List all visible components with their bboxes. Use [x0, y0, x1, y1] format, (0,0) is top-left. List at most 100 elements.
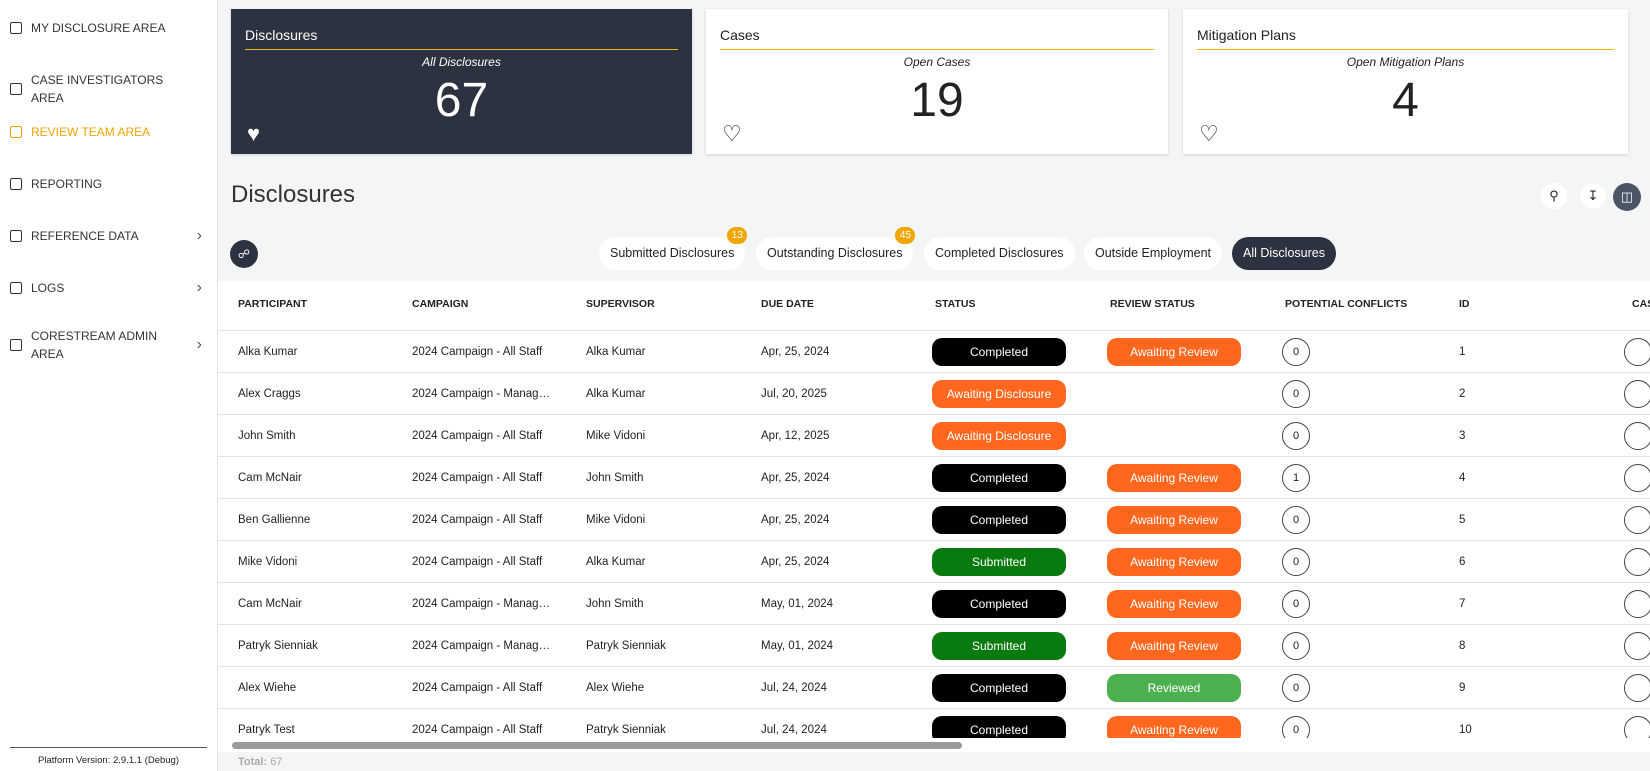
summary-card[interactable]: Cases Open Cases 19 ♡ [706, 9, 1168, 154]
summary-card[interactable]: Mitigation Plans Open Mitigation Plans 4 ♡ [1183, 9, 1628, 154]
cell-supervisor: John Smith [586, 472, 644, 484]
scroll-thumb[interactable] [232, 742, 962, 749]
cell-due-date: Apr, 12, 2025 [761, 430, 830, 442]
column-header[interactable]: CAMPAIGN [412, 298, 469, 310]
nav-item[interactable]: REVIEW TEAM AREA [10, 123, 206, 141]
nav-icon [10, 22, 22, 34]
conflicts-count: 0 [1282, 338, 1310, 366]
nav-item[interactable]: REPORTING [10, 175, 206, 193]
table-header [218, 281, 1650, 331]
nav-item[interactable]: CORESTREAM ADMIN AREA › [10, 327, 206, 363]
nav-item[interactable]: LOGS › [10, 279, 206, 297]
scrollbar[interactable] [218, 738, 1650, 752]
card-value: 67 [434, 74, 489, 127]
nav-item[interactable]: MY DISCLOSURE AREA [10, 19, 206, 37]
cell-campaign: 2024 Campaign - All Staff [412, 556, 543, 568]
table-row[interactable]: Mike Vidoni 2024 Campaign - All Staff Alka… [218, 541, 1650, 583]
table-row[interactable]: Patryk Test 2024 Campaign - All Staff Patr… [218, 709, 1650, 738]
tab[interactable]: Submitted Disclosures 13 [599, 227, 748, 270]
table-row[interactable]: John Smith 2024 Campaign - All Staff Mike … [218, 415, 1650, 457]
cases-circle [1624, 716, 1650, 738]
nav-item[interactable]: CASE INVESTIGATORS AREA [10, 71, 206, 107]
table-row[interactable]: Patryk Sienniak 2024 Campaign - Manag… Pat… [218, 625, 1650, 667]
column-header[interactable]: DUE DATE [761, 298, 814, 310]
nav-label: REFERENCE DATA [31, 229, 139, 243]
download-button[interactable]: ↧ [1580, 183, 1606, 209]
status-pill: Completed [932, 590, 1066, 618]
conflicts-count: 0 [1282, 674, 1310, 702]
cell-supervisor: Patryk Sienniak [586, 640, 666, 652]
search-button[interactable]: ⚲ [1541, 183, 1567, 209]
cell-campaign: 2024 Campaign - Manag… [412, 640, 551, 652]
table-body: Alka Kumar 2024 Campaign - All Staff Alka … [0, 331, 1650, 738]
conflicts-count: 0 [1282, 422, 1310, 450]
card-subtitle: All Disclosures [422, 55, 501, 69]
tab[interactable]: All Disclosures [1232, 237, 1336, 270]
conflicts-count: 1 [1282, 464, 1310, 492]
nav-item[interactable]: REFERENCE DATA › [10, 227, 206, 245]
cell-participant: Mike Vidoni [238, 556, 298, 568]
total-label: Total: [238, 756, 268, 768]
summary-card[interactable]: Disclosures All Disclosures 67 ♥ [231, 9, 692, 154]
status-pill: Completed [932, 674, 1066, 702]
cell-id: 2 [1459, 388, 1466, 400]
nav-icon [10, 178, 22, 190]
tab[interactable]: Completed Disclosures [924, 237, 1075, 270]
favorite-icon[interactable]: ♥ [247, 121, 261, 146]
column-header[interactable]: STATUS [935, 298, 976, 310]
favorite-icon[interactable]: ♡ [1199, 121, 1219, 146]
version: Platform Version: 2.9.1.1 (Debug) [38, 755, 179, 766]
cell-id: 10 [1459, 724, 1472, 736]
card-rule [1197, 49, 1614, 50]
cell-supervisor: Alex Wiehe [586, 682, 645, 694]
tab-badge: 13 [727, 227, 748, 244]
column-header[interactable]: SUPERVISOR [586, 298, 655, 310]
nav-icon [10, 230, 22, 242]
cell-participant: John Smith [238, 430, 296, 442]
table-row[interactable]: Alka Kumar 2024 Campaign - All Staff Alka … [218, 331, 1650, 373]
status-pill: Completed [932, 464, 1066, 492]
tab-label: Outstanding Disclosures [767, 246, 903, 260]
column-header[interactable]: REVIEW STATUS [1110, 298, 1195, 310]
review-status-pill: Awaiting Review [1107, 590, 1241, 618]
cases-circle [1624, 506, 1650, 534]
status-pill: Submitted [932, 632, 1066, 660]
table-row[interactable]: Cam McNair 2024 Campaign - Manag… John Smi… [218, 583, 1650, 625]
cell-campaign: 2024 Campaign - All Staff [412, 430, 543, 442]
column-header[interactable]: CAS [1632, 298, 1650, 310]
cell-campaign: 2024 Campaign - All Staff [412, 472, 543, 484]
cell-supervisor: Alka Kumar [586, 388, 646, 400]
column-header[interactable]: POTENTIAL CONFLICTS [1285, 298, 1408, 310]
layout-button[interactable]: ◫ [1613, 183, 1641, 211]
column-header[interactable]: PARTICIPANT [238, 298, 308, 310]
cell-participant: Patryk Test [238, 724, 295, 736]
table-row[interactable]: Alex Craggs 2024 Campaign - Manag… Alka Ku… [218, 373, 1650, 415]
column-header[interactable]: ID [1459, 298, 1470, 310]
cell-id: 9 [1459, 682, 1466, 694]
cases-circle [1624, 548, 1650, 576]
cases-circle [1624, 338, 1650, 366]
cell-participant: Ben Gallienne [238, 514, 311, 526]
cell-id: 1 [1459, 346, 1466, 358]
nav-label: MY DISCLOSURE AREA [31, 21, 166, 35]
favorite-icon[interactable]: ♡ [722, 121, 742, 146]
cell-due-date: May, 01, 2024 [761, 598, 834, 610]
card-subtitle: Open Mitigation Plans [1346, 55, 1465, 69]
table-row[interactable]: Ben Gallienne 2024 Campaign - All Staff Mi… [218, 499, 1650, 541]
review-status-pill: Awaiting Review [1107, 716, 1241, 738]
tab[interactable]: Outside Employment [1084, 237, 1223, 270]
cell-due-date: Jul, 24, 2024 [761, 682, 827, 694]
table-row[interactable]: Cam McNair 2024 Campaign - All Staff John … [218, 457, 1650, 499]
status-pill: Completed [932, 338, 1066, 366]
cell-due-date: Apr, 25, 2024 [761, 346, 830, 358]
link-button[interactable]: ☍ [230, 240, 258, 268]
cell-campaign: 2024 Campaign - All Staff [412, 724, 543, 736]
tab-label: Completed Disclosures [935, 246, 1064, 260]
table-row[interactable]: Alex Wiehe 2024 Campaign - All Staff Alex … [218, 667, 1650, 709]
cell-supervisor: Alka Kumar [586, 346, 646, 358]
cell-id: 6 [1459, 556, 1466, 568]
tab[interactable]: Outstanding Disclosures 45 [756, 227, 916, 270]
card-title: Disclosures [245, 27, 318, 43]
status-pill: Completed [932, 716, 1066, 738]
cell-id: 4 [1459, 472, 1466, 484]
